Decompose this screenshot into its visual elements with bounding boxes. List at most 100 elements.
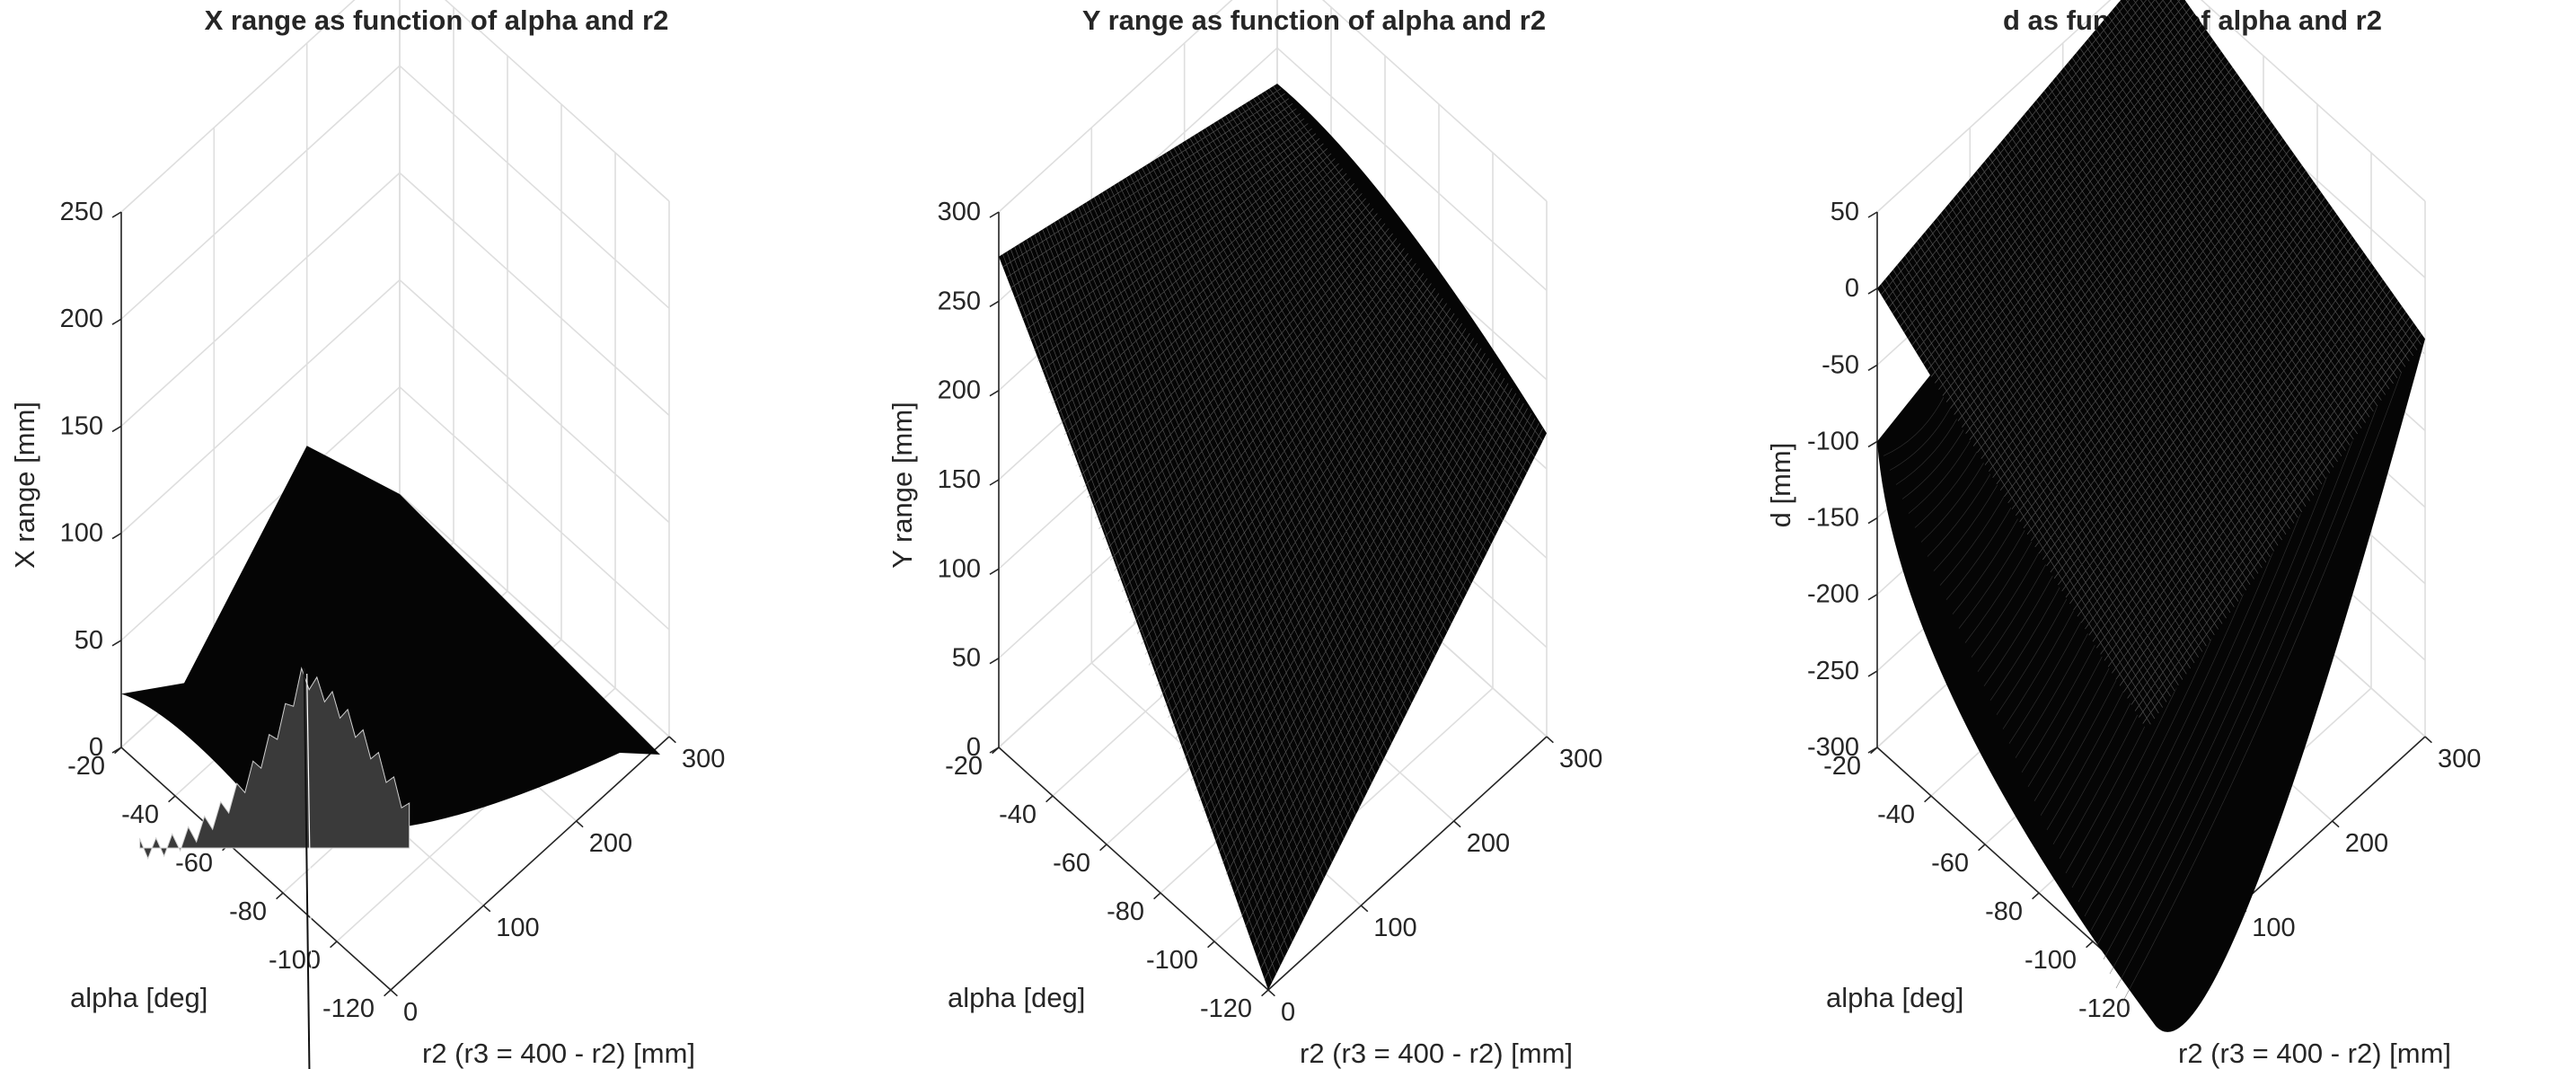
x-tick-label: 100 [1373, 914, 1416, 942]
x-tick-mark [2332, 820, 2340, 828]
z-tick-label: 50 [75, 626, 103, 655]
z-tick-mark [111, 747, 122, 754]
x-tick-mark [482, 905, 491, 913]
surface [999, 84, 1547, 991]
x-tick-mark [390, 989, 398, 997]
z-tick-label: -200 [1807, 580, 1859, 609]
z-tick-mark [989, 658, 1000, 665]
y-tick-mark [2032, 892, 2040, 900]
x-tick-mark [1360, 905, 1369, 913]
z-tick-mark [111, 211, 122, 218]
surface-mesh [1881, 0, 2422, 725]
x-tick-label: 0 [1281, 998, 1295, 1027]
chart-title: Y range as function of alpha and r2 [1082, 4, 1546, 36]
z-tick-label: 100 [60, 519, 103, 548]
x-tick-mark [1453, 820, 1461, 828]
y-tick-label: -80 [1107, 897, 1144, 926]
x-tick-label: 300 [2438, 745, 2481, 773]
z-tick-mark [989, 747, 1000, 754]
y-tick-label: -80 [229, 897, 267, 926]
z-tick-mark [989, 390, 1000, 397]
z-axis-label: X range [mm] [9, 402, 40, 569]
x-tick-mark [1267, 989, 1275, 997]
x-tick-label: 100 [496, 914, 539, 942]
z-tick-label: -100 [1807, 427, 1859, 455]
z-tick-mark [111, 318, 122, 325]
x-tick-label: 200 [1467, 829, 1510, 858]
surface-spike-highlight [306, 673, 313, 1016]
y-tick-label: -120 [2078, 994, 2130, 1023]
z-tick-label: 250 [60, 198, 103, 226]
y-tick-label: -40 [121, 800, 159, 829]
z-axis-label: Y range [mm] [887, 402, 918, 569]
x-tick-mark [668, 736, 676, 744]
y-axis-line [998, 747, 1269, 991]
axes: 0 100 200 300 -20 -40 -60 -80-100-120 0 50 100 150 2… [60, 198, 726, 1027]
surface-body [121, 446, 660, 830]
y-tick-mark [1099, 844, 1107, 852]
y-tick-mark [384, 989, 392, 997]
z-tick-label: -50 [1822, 350, 1859, 379]
x-tick-label: 300 [1559, 745, 1602, 773]
y-tick-label: -20 [945, 752, 983, 781]
z-tick-label: -150 [1807, 504, 1859, 533]
surfaces [1877, 0, 2425, 1032]
y-tick-label: -60 [1931, 849, 1969, 878]
y-tick-label: -60 [175, 849, 213, 878]
z-tick-mark [1867, 287, 1878, 295]
surface-peak [139, 667, 410, 861]
z-tick-label: -250 [1807, 657, 1859, 685]
peak-fringe [139, 667, 410, 861]
x-tick-label: 300 [682, 745, 725, 773]
y-tick-label: -120 [322, 994, 375, 1023]
x-axis-label: r2 (r3 = 400 - r2) [mm] [1300, 1038, 1573, 1069]
z-tick-label: 0 [966, 733, 981, 762]
z-tick-label: 250 [938, 287, 981, 315]
z-tick-mark [989, 479, 1000, 486]
z-tick-label: 150 [938, 465, 981, 494]
z-tick-label: 0 [1845, 274, 1859, 303]
y-tick-label: -100 [269, 946, 321, 975]
y-tick-mark [1978, 844, 1986, 852]
x-tick-mark [2424, 736, 2432, 744]
x-tick-label: 200 [589, 829, 632, 858]
y-tick-label: -20 [67, 752, 105, 781]
z-tick-mark [111, 425, 122, 433]
y-tick-mark [1207, 941, 1215, 949]
chart-title: X range as function of alpha and r2 [205, 4, 669, 36]
z-tick-mark [1867, 211, 1878, 218]
plane-surface [1877, 0, 2425, 730]
chart-x-range: 0 100 200 300 -20 -40 -60 -80-100-120 0 50 100 150 2… [9, 0, 725, 1069]
z-tick-label: 150 [60, 411, 103, 440]
y-axis-label: alpha [deg] [70, 982, 207, 1013]
y-tick-mark [276, 892, 284, 900]
y-tick-mark [330, 941, 338, 949]
surface-spike [303, 667, 311, 1069]
z-tick-label: 0 [89, 733, 103, 762]
z-tick-mark [111, 640, 122, 647]
y-tick-mark [1153, 892, 1161, 900]
z-tick-label: 200 [60, 305, 103, 333]
z-tick-mark [989, 568, 1000, 575]
chart-d: 0100200300-20-40-60-80-100-120500-50-100… [1765, 0, 2481, 1069]
y-tick-label: -40 [1877, 800, 1915, 829]
z-tick-label: 100 [938, 554, 981, 583]
z-tick-label: 50 [952, 644, 981, 673]
axes: 0 100 200 300 -20 -40 -60 -80-100-120 0 50 100 150 2… [938, 198, 1603, 1027]
z-tick-mark [989, 211, 1000, 218]
x-axis-label: r2 (r3 = 400 - r2) [mm] [2178, 1038, 2451, 1069]
z-tick-mark [1867, 747, 1878, 754]
x-axis-label: r2 (r3 = 400 - r2) [mm] [422, 1038, 695, 1069]
y-tick-label: -20 [1823, 752, 1861, 781]
y-tick-mark [1261, 989, 1269, 997]
x-axis-line [1267, 736, 1548, 991]
y-tick-mark [1045, 795, 1054, 803]
chart-y-range: 0 100 200 300 -20 -40 -60 -80-100-120 0 50 100 150 2… [887, 0, 1602, 1069]
z-tick-mark [1867, 517, 1878, 525]
z-tick-label: 50 [1831, 198, 1859, 226]
x-tick-mark [576, 820, 584, 828]
y-axis-line [120, 747, 392, 991]
z-tick-mark [1867, 594, 1878, 601]
z-tick-mark [1867, 440, 1878, 448]
